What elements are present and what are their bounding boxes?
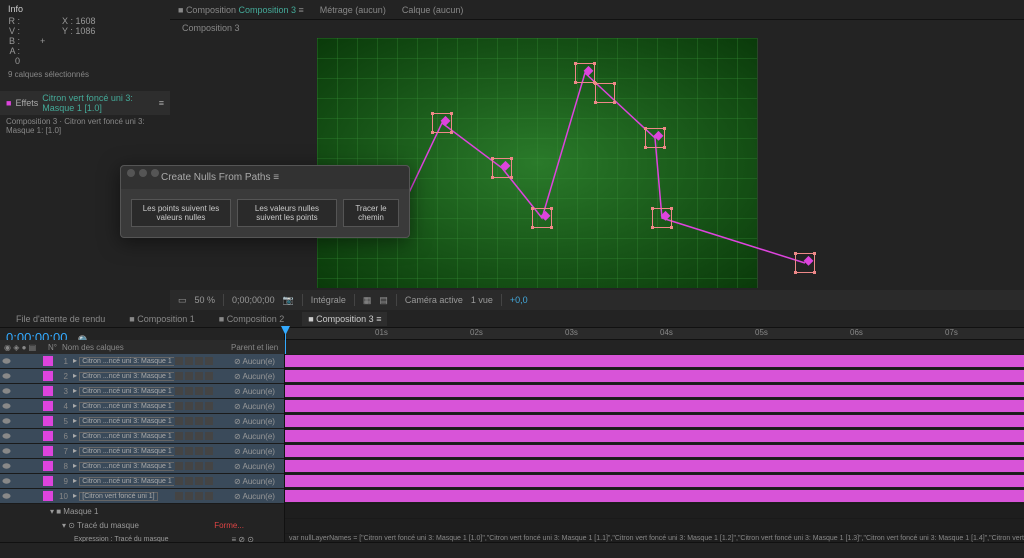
visibility-toggle[interactable]	[2, 387, 11, 396]
label-color[interactable]	[43, 356, 53, 366]
null-object[interactable]	[492, 158, 512, 178]
visibility-toggle[interactable]	[2, 492, 11, 501]
visibility-toggle[interactable]	[2, 477, 11, 486]
label-color[interactable]	[43, 476, 53, 486]
null-object[interactable]	[645, 128, 665, 148]
null-object[interactable]	[532, 208, 552, 228]
composition-tabs: ■ Composition Composition 3 ≡ Métrage (a…	[170, 0, 1024, 20]
label-color[interactable]	[43, 371, 53, 381]
label-color[interactable]	[43, 446, 53, 456]
script-title: Create Nulls From Paths ≡	[121, 166, 409, 189]
label-color[interactable]	[43, 416, 53, 426]
visibility-toggle[interactable]	[2, 372, 11, 381]
null-object[interactable]	[795, 253, 815, 273]
visibility-toggle[interactable]	[2, 417, 11, 426]
layer-list: 1 ▸ Citron ...ncé uni 3: Masque 1 [1.8] …	[0, 354, 285, 542]
effects-panel-header[interactable]: ■ Effets Citron vert foncé uni 3: Masque…	[0, 91, 170, 115]
property-row[interactable]: Expression : Tracé du masque≡ ⊘ ⊙	[0, 532, 284, 542]
tab-comp1[interactable]: ■ Composition 1	[123, 312, 200, 326]
timeline-tracks[interactable]: var nullLayerNames = ["Citron vert foncé…	[285, 354, 1024, 542]
create-nulls-script-panel[interactable]: Create Nulls From Paths ≡ Les points sui…	[120, 165, 410, 238]
layer-row[interactable]: 8 ▸ Citron ...ncé uni 3: Masque 1 [1.1] …	[0, 459, 284, 474]
null-object[interactable]	[652, 208, 672, 228]
selection-count: 9 calques sélectionnés	[8, 70, 162, 79]
playhead[interactable]	[285, 328, 286, 354]
nulls-follow-points-button[interactable]: Les valeurs nulles suivent les points	[237, 199, 337, 227]
info-panel: Info R :X : 1608 V :Y : 1086 B :+ A : 0 …	[0, 0, 170, 83]
info-title: Info	[8, 4, 162, 14]
tab-calque[interactable]: Calque (aucun)	[402, 5, 464, 15]
timecode[interactable]: 0;00;00;00	[232, 295, 275, 305]
label-color[interactable]	[43, 431, 53, 441]
layer-row[interactable]: 10 ▸ [Citron vert foncé uni 1] ⊘ Aucun(e…	[0, 489, 284, 504]
trace-path-button[interactable]: Tracer le chemin	[343, 199, 399, 227]
null-object[interactable]	[595, 83, 615, 103]
visibility-toggle[interactable]	[2, 357, 11, 366]
property-row[interactable]: ▾ ⊙ Tracé du masqueForme...	[0, 518, 284, 532]
visibility-toggle[interactable]	[2, 447, 11, 456]
visibility-toggle[interactable]	[2, 402, 11, 411]
label-color[interactable]	[43, 401, 53, 411]
points-follow-nulls-button[interactable]: Les points suivent les valeurs nulles	[131, 199, 231, 227]
zoom-dropdown[interactable]: 50 %	[195, 295, 216, 305]
layer-row[interactable]: 4 ▸ Citron ...ncé uni 3: Masque 1 [1.5] …	[0, 399, 284, 414]
tab-comp2[interactable]: ■ Composition 2	[213, 312, 290, 326]
layer-row[interactable]: 2 ▸ Citron ...ncé uni 3: Masque 1 [1.7] …	[0, 369, 284, 384]
layer-row[interactable]: 5 ▸ Citron ...ncé uni 3: Masque 1 [1.4] …	[0, 414, 284, 429]
layer-row[interactable]: 7 ▸ Citron ...ncé uni 3: Masque 1 [1.2] …	[0, 444, 284, 459]
tab-metrage[interactable]: Métrage (aucun)	[320, 5, 386, 15]
tab-composition[interactable]: ■ Composition Composition 3 ≡	[178, 5, 304, 15]
label-color[interactable]	[43, 386, 53, 396]
timeline-footer	[0, 542, 1024, 558]
layer-row[interactable]: 9 ▸ Citron ...ncé uni 3: Masque 1 [1.0] …	[0, 474, 284, 489]
label-color[interactable]	[43, 491, 53, 501]
property-row[interactable]: ▾ ■ Masque 1	[0, 504, 284, 518]
null-object[interactable]	[575, 63, 595, 83]
layer-row[interactable]: 6 ▸ Citron ...ncé uni 3: Masque 1 [1.3] …	[0, 429, 284, 444]
magnify-icon[interactable]: ▭	[178, 295, 187, 306]
label-color[interactable]	[43, 461, 53, 471]
composition-viewport[interactable]	[170, 36, 1024, 290]
null-object[interactable]	[432, 113, 452, 133]
effects-breadcrumb: Composition 3 · Citron vert foncé uni 3:…	[0, 115, 170, 137]
tab-comp3[interactable]: ■ Composition 3 ≡	[302, 312, 387, 326]
layer-row[interactable]: 1 ▸ Citron ...ncé uni 3: Masque 1 [1.8] …	[0, 354, 284, 369]
layer-row[interactable]: 3 ▸ Citron ...ncé uni 3: Masque 1 [1.6] …	[0, 384, 284, 399]
tab-render-queue[interactable]: File d'attente de rendu	[10, 312, 111, 326]
timeline-tabs: File d'attente de rendu ■ Composition 1 …	[0, 310, 1024, 328]
visibility-toggle[interactable]	[2, 462, 11, 471]
snapshot-icon[interactable]: 📷	[283, 295, 294, 306]
visibility-toggle[interactable]	[2, 432, 11, 441]
time-ruler[interactable]: 01s02s03s04s05s06s07s	[285, 328, 1024, 340]
